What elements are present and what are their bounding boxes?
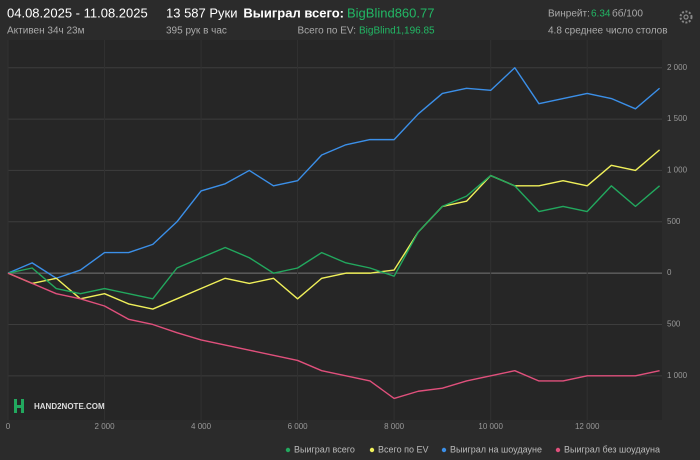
winrate-unit: бб/100 [612, 8, 643, 20]
legend-label: Выиграл на шоудауне [450, 444, 542, 454]
winrate-value: 6.34 [591, 9, 611, 20]
legend-label: Всего по EV [378, 444, 428, 454]
x-tick-label: 8 000 [384, 422, 405, 431]
logo: HAND2NOTE.COM [14, 399, 105, 413]
hands-per-hour: 395 рук в час [166, 26, 227, 37]
x-tick-label: 10 000 [478, 422, 503, 431]
legend-label: Выиграл без шоудауна [564, 444, 660, 454]
series-line [7, 272, 660, 400]
series-line [7, 149, 661, 310]
gear[interactable] [679, 10, 693, 24]
winrate-label: Винрейт: [548, 9, 590, 20]
ev-value: BigBlind1,196.85 [359, 26, 435, 37]
active-time: Активен 34ч 23м [7, 26, 85, 37]
y-tick-label: 1 000 [667, 371, 688, 380]
tables: 4.8 среднее число столов [548, 26, 668, 37]
settings-icon[interactable] [679, 10, 693, 24]
y-tick-label: 2 000 [667, 63, 688, 72]
legend-dot [285, 447, 291, 453]
legend-dot [369, 447, 375, 453]
gear-center[interactable] [683, 14, 689, 20]
y-tick-label: 1 500 [667, 114, 688, 123]
legend-dot [441, 447, 447, 453]
legend-label: Выиграл всего [294, 444, 355, 454]
y-tick-label: 0 [667, 268, 672, 277]
won-label: Выиграл всего: [243, 5, 344, 20]
x-tick-label: 2 000 [95, 422, 116, 431]
y-tick-label: 500 [667, 217, 681, 226]
series-line [7, 174, 661, 300]
plot-area [8, 40, 662, 420]
x-tick-label: 6 000 [288, 422, 309, 431]
x-tick-label: 0 [6, 422, 11, 431]
series-line [7, 67, 661, 279]
logo-text: HAND2NOTE.COM [34, 402, 105, 411]
x-tick-label: 12 000 [575, 422, 600, 431]
date-range: 04.08.2025 - 11.08.2025 [7, 5, 148, 20]
x-tick-label: 4 000 [191, 422, 212, 431]
y-tick-label: 500 [667, 320, 681, 329]
won-value: BigBlind860.77 [347, 5, 434, 20]
logo-mark [14, 399, 24, 413]
hands: 13 587 Руки [166, 5, 238, 20]
y-tick-label: 1 000 [667, 166, 688, 175]
legend-dot [555, 447, 561, 453]
ev-label: Всего по EV: [297, 26, 356, 37]
